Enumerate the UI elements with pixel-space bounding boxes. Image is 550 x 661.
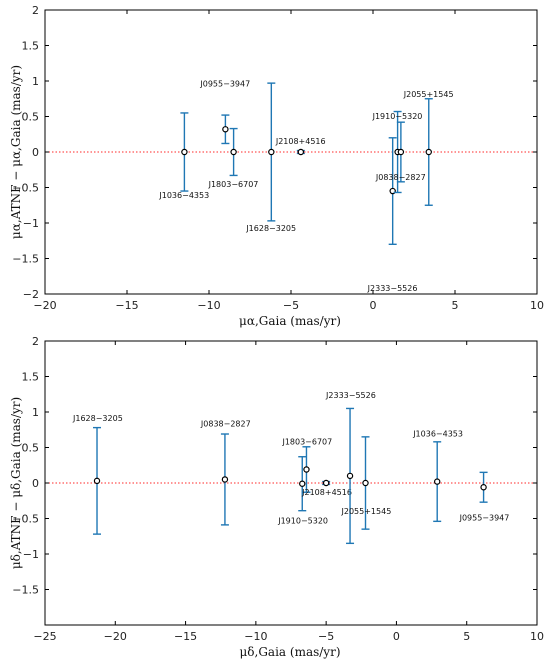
x-tick-label: 0 [393,630,400,643]
data-point-j2108-4516: J2108+4516 [301,479,352,497]
y-tick-label: 1 [32,75,39,88]
data-marker [322,479,330,487]
y-tick-label: 2 [32,335,39,348]
point-label: J0955−3947 [199,79,250,88]
point-label: J1910−5320 [372,112,423,121]
y-tick-label: 0 [32,477,39,490]
data-point-j2108-4516: J2108+4516 [275,137,326,156]
x-axis-label: μα,Gaia (mas/yr) [239,314,341,328]
y-tick-label: −1 [23,217,39,230]
y-tick-label: −1.5 [12,253,39,266]
data-marker [297,148,305,156]
x-tick-label: 10 [530,630,544,643]
x-tick-label: −10 [197,299,220,312]
point-label: J2055+1545 [341,507,392,516]
point-label: J2055+1545 [403,90,454,99]
data-marker [303,466,310,473]
data-marker [346,472,354,480]
x-tick-label: 0 [370,299,377,312]
y-tick-label: 1 [32,406,39,419]
point-label: J1910−5320 [277,517,328,526]
y-tick-label: −0.5 [12,513,39,526]
y-tick-label: 0.5 [22,442,40,455]
data-marker [268,148,275,156]
data-point-j0955-3947: J0955−3947 [459,471,510,522]
y-tick-label: −0.5 [12,182,39,195]
chart-panel-1: −20 −15 −10 −5 0 5 10 −2 −1.5 −1 −0.5 0 0.5 1 1.5 2 μα,G… [9,4,544,328]
data-point-j0838-2827: J0838−2827 [200,419,251,526]
data-marker [433,478,441,485]
x-tick-label: −25 [33,630,56,643]
point-label: J1036−4353 [158,191,209,200]
point-label: J2108+4516 [275,137,326,146]
point-label: J1628−3205 [72,414,123,423]
data-marker [480,484,487,491]
point-label: J1803−6707 [208,180,259,189]
x-tick-label: −20 [104,630,127,643]
data-marker [181,148,188,156]
data-point-j2055-1545: J2055+1545 [403,90,454,206]
x-tick-label: −5 [283,299,299,312]
chart-panel-2: −25 −20 −15 −10 −5 0 5 10 −1.5 −1 −0.5 0 0.5 1 1.5 2 μδ,… [9,335,544,659]
point-label: J0838−2827 [200,419,251,428]
y-axis-label: μδ,ATNF − μδ,Gaia (mas/yr) [9,397,23,569]
data-point-j2333-5526: J2333−5526 [367,137,418,293]
data-point-j2055-1545: J2055+1545 [341,436,392,530]
point-label: J0838−2827 [375,173,426,182]
x-tick-label: −20 [33,299,56,312]
x-tick-label: 5 [452,299,459,312]
point-label: J2333−5526 [367,284,418,293]
data-marker [222,126,229,133]
data-point-j1910-5320: J1910−5320 [277,456,328,526]
x-tick-label: −10 [244,630,267,643]
data-point-j1036-4353: J1036−4353 [158,112,209,200]
x-tick-label: 10 [530,299,544,312]
data-point-j1803-6707: J1803−6707 [208,127,259,189]
point-label: J0955−3947 [459,513,510,522]
x-tick-label: −5 [318,630,334,643]
data-point-j0955-3947: J0955−3947 [199,79,250,145]
data-point-j0838-2827: J0838−2827 [375,121,426,183]
x-axis-label: μδ,Gaia (mas/yr) [240,645,341,659]
y-tick-label: 0 [32,146,39,159]
y-tick-label: −1.5 [12,584,39,597]
data-marker [221,476,229,483]
y-tick-label: −2 [23,288,39,301]
data-marker [397,148,405,156]
y-tick-label: 0.5 [22,111,40,124]
y-tick-label: 1.5 [22,371,40,384]
data-marker [425,148,432,156]
x-tick-label: 5 [463,630,470,643]
point-label: J1036−4353 [412,430,463,439]
point-label: J2333−5526 [325,391,376,400]
point-label: J2108+4516 [301,488,352,497]
y-axis-label: μα,ATNF − μα,Gaia (mas/yr) [9,65,23,239]
y-tick-label: 2 [32,4,39,17]
point-label: J1628−3205 [245,224,296,233]
point-label: J1803−6707 [281,438,332,447]
data-point-j1803-6707: J1803−6707 [281,438,332,493]
x-tick-label: −15 [174,630,197,643]
x-tick-label: −15 [115,299,138,312]
data-marker [230,148,237,156]
data-point-j2333-5526: J2333−5526 [325,391,376,545]
data-marker [362,479,369,487]
data-point-j1628-3205: J1628−3205 [72,414,123,535]
y-tick-label: 1.5 [22,40,40,53]
data-marker [299,480,306,487]
data-marker [93,477,101,485]
data-point-j1628-3205: J1628−3205 [245,82,296,233]
data-point-j1036-4353: J1036−4353 [412,430,463,523]
y-tick-label: −1 [23,548,39,561]
